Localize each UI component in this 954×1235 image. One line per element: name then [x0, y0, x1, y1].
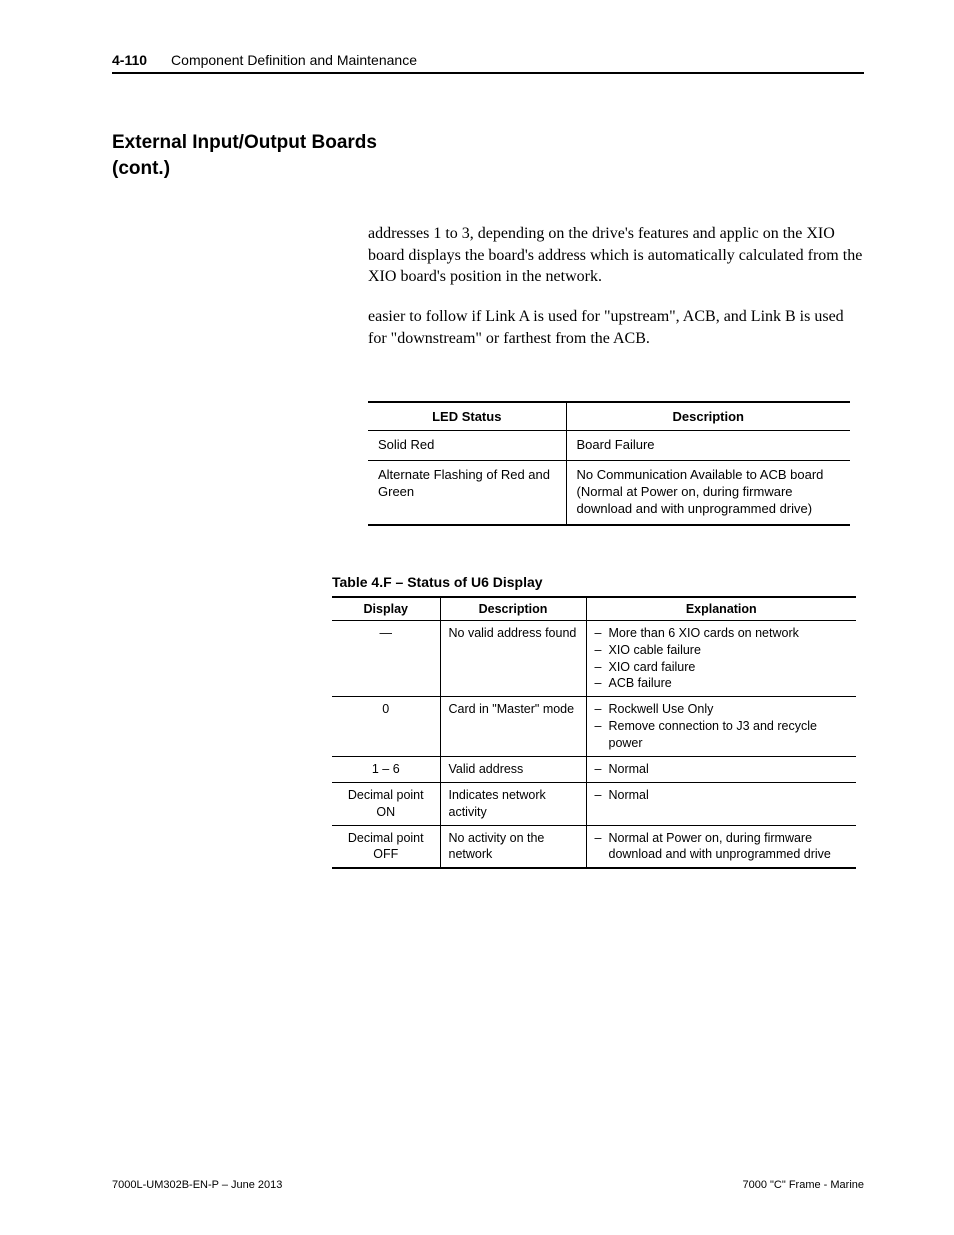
cell-explanation: Normal [586, 756, 856, 782]
table-row: Decimal point OFFNo activity on the netw… [332, 825, 856, 868]
explanation-item: Rockwell Use Only [595, 701, 849, 718]
cell-explanation: Rockwell Use OnlyRemove connection to J3… [586, 697, 856, 757]
footer-left: 7000L-UM302B-EN-P – June 2013 [112, 1179, 282, 1191]
cell-explanation: Normal [586, 782, 856, 825]
cell-description: Board Failure [566, 431, 850, 461]
cell-display: 0 [332, 697, 440, 757]
led-status-table: LED Status Description Solid Red Board F… [368, 401, 850, 526]
led-status-table-wrap: LED Status Description Solid Red Board F… [368, 401, 864, 526]
cell-led-status: Solid Red [368, 431, 566, 461]
cell-description: No activity on the network [440, 825, 586, 868]
paragraph-1: addresses 1 to 3, depending on the drive… [368, 223, 864, 288]
cell-display: 1 – 6 [332, 756, 440, 782]
page-header: 4-110 Component Definition and Maintenan… [112, 52, 864, 74]
section-title: External Input/Output Boards (cont.) [112, 130, 392, 181]
table-row: 0Card in "Master" modeRockwell Use OnlyR… [332, 697, 856, 757]
explanation-item: Normal [595, 761, 849, 778]
cell-description: No valid address found [440, 620, 586, 697]
cell-description: Card in "Master" mode [440, 697, 586, 757]
cell-display: Decimal point OFF [332, 825, 440, 868]
table-header-row: Display Description Explanation [332, 597, 856, 621]
th-explanation: Explanation [586, 597, 856, 621]
u6-display-table: Display Description Explanation —No vali… [332, 596, 856, 870]
explanation-item: XIO cable failure [595, 642, 849, 659]
explanation-item: XIO card failure [595, 659, 849, 676]
table-header-row: LED Status Description [368, 402, 850, 431]
table-row: Alternate Flashing of Red and Green No C… [368, 461, 850, 525]
table-row: —No valid address foundMore than 6 XIO c… [332, 620, 856, 697]
explanation-item: More than 6 XIO cards on network [595, 625, 849, 642]
th-description: Description [440, 597, 586, 621]
explanation-item: Remove connection to J3 and recycle powe… [595, 718, 849, 752]
th-display: Display [332, 597, 440, 621]
u6-display-table-wrap: Table 4.F – Status of U6 Display Display… [332, 574, 864, 870]
content-column: addresses 1 to 3, depending on the drive… [368, 223, 864, 869]
paragraph-2: easier to follow if Link A is used for "… [368, 306, 864, 349]
page: 4-110 Component Definition and Maintenan… [0, 0, 954, 909]
table-row: Decimal point ONIndicates network activi… [332, 782, 856, 825]
explanation-item: Normal at Power on, during firmware down… [595, 830, 849, 864]
cell-explanation: More than 6 XIO cards on networkXIO cabl… [586, 620, 856, 697]
cell-led-status: Alternate Flashing of Red and Green [368, 461, 566, 525]
cell-description: Indicates network activity [440, 782, 586, 825]
page-footer: 7000L-UM302B-EN-P – June 2013 7000 "C" F… [112, 1179, 864, 1191]
cell-description: No Communication Available to ACB board … [566, 461, 850, 525]
table-row: 1 – 6Valid address Normal [332, 756, 856, 782]
explanation-item: ACB failure [595, 675, 849, 692]
footer-right: 7000 "C" Frame - Marine [742, 1179, 864, 1191]
table-caption: Table 4.F – Status of U6 Display [332, 574, 864, 590]
header-title: Component Definition and Maintenance [171, 52, 417, 68]
cell-explanation: Normal at Power on, during firmware down… [586, 825, 856, 868]
cell-display: Decimal point ON [332, 782, 440, 825]
page-number: 4-110 [112, 52, 147, 68]
table-row: Solid Red Board Failure [368, 431, 850, 461]
cell-display: — [332, 620, 440, 697]
cell-description: Valid address [440, 756, 586, 782]
th-led-status: LED Status [368, 402, 566, 431]
explanation-item: Normal [595, 787, 849, 804]
th-description: Description [566, 402, 850, 431]
